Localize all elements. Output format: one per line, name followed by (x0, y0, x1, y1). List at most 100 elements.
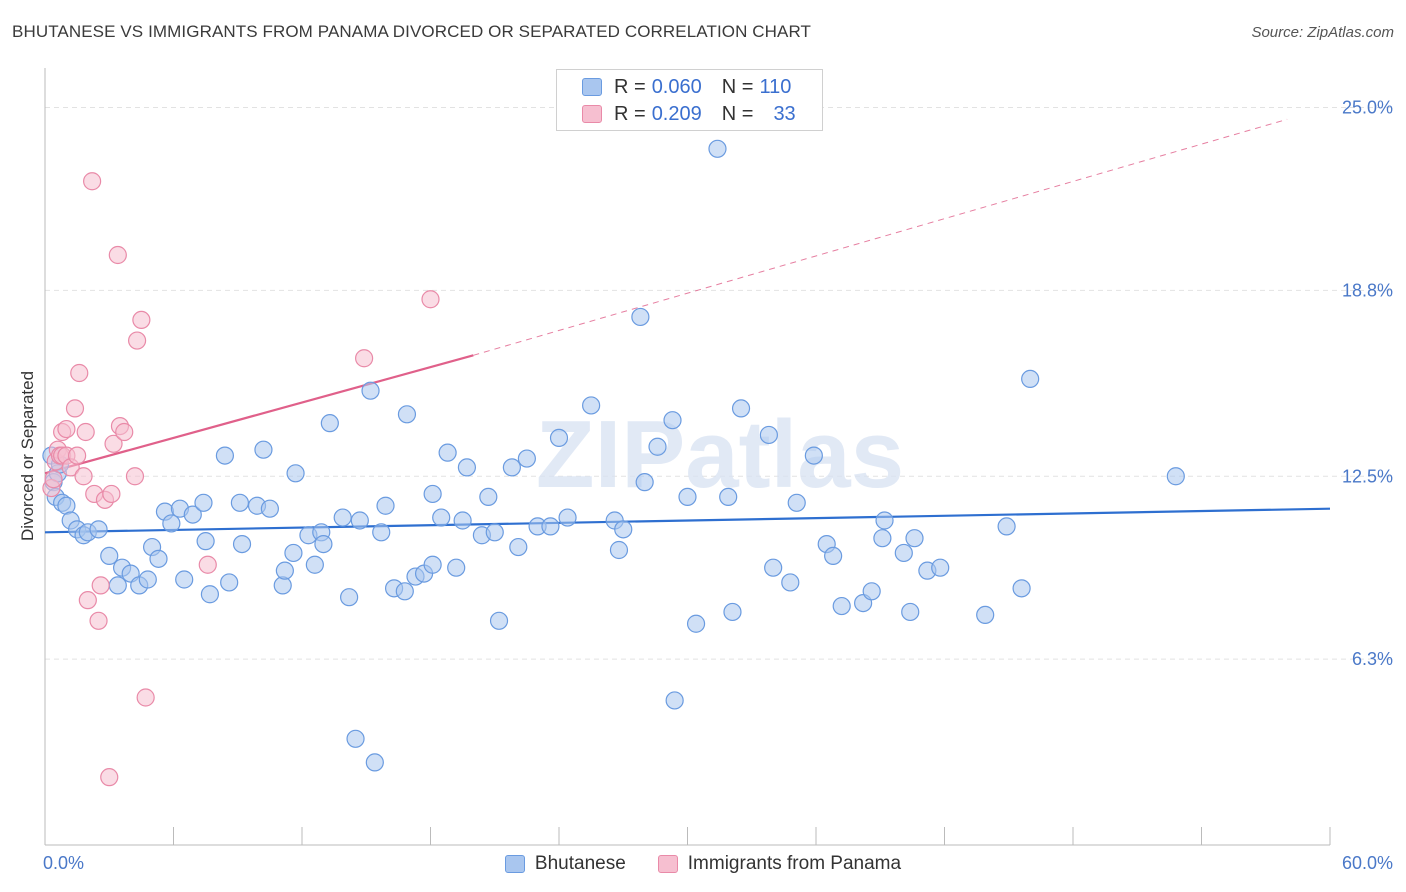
bhutanese-point (340, 588, 359, 607)
bhutanese-point (175, 570, 194, 589)
panama-legend-icon (657, 855, 678, 873)
n-value: 33 (773, 102, 796, 125)
panama-point (136, 688, 155, 707)
bhutanese-point (1012, 579, 1031, 598)
bhutanese-point (686, 614, 706, 633)
bhutanese-point (997, 517, 1016, 536)
bhutanese-point (787, 493, 806, 512)
bhutanese-point (502, 458, 521, 477)
panama-point (104, 434, 123, 453)
bhutanese-point (582, 396, 601, 415)
panama-point (65, 399, 85, 418)
bhutanese-point (631, 307, 650, 327)
legend-label-bhutanese: Bhutanese (534, 853, 626, 874)
bhutanese-point (194, 493, 213, 512)
bhutanese-swatch-icon (582, 78, 602, 96)
x-tick-labels: 0.0% 60.0% (43, 853, 1393, 873)
bhutanese-point (635, 473, 654, 492)
bhutanese-point (731, 399, 751, 418)
panama-point (70, 363, 89, 383)
bhutanese-point (215, 446, 234, 465)
bhutanese-point (905, 529, 924, 548)
bhutanese-point (931, 558, 950, 577)
bhutanese-point (804, 446, 823, 465)
bhutanese-point (333, 508, 352, 527)
bhutanese-point (894, 543, 913, 563)
panama-trend-line (44, 354, 474, 475)
bhutanese-point (479, 487, 498, 506)
y-tick-label: 6.3% (1352, 649, 1393, 669)
bhutanese-point (365, 753, 384, 772)
bhutanese-point (286, 464, 305, 483)
bhutanese-point (320, 414, 339, 433)
bhutanese-point (665, 691, 684, 710)
bhutanese-point (260, 499, 279, 518)
bhutanese-point (346, 729, 365, 748)
panama-point (89, 611, 108, 630)
n-label: N = (721, 102, 754, 125)
bhutanese-point (162, 514, 181, 533)
bhutanese-point (708, 139, 727, 158)
data-points (42, 139, 1185, 787)
bhutanese-point (220, 573, 239, 592)
bhutanese-point (609, 540, 629, 560)
bhutanese-point (764, 558, 783, 577)
r-value: 0.209 (651, 102, 702, 125)
x-tick-label: 60.0% (1342, 853, 1393, 873)
bhutanese-point (395, 582, 414, 601)
panama-swatch-icon (582, 105, 602, 123)
series-legend: Bhutanese Immigrants from Panama (0, 851, 1406, 877)
legend-row-panama: R = 0.209 N = 33 (582, 102, 796, 126)
trend-lines (44, 118, 1331, 534)
bhutanese-point (275, 561, 294, 580)
bhutanese-point (432, 508, 451, 527)
bhutanese-point (453, 511, 472, 530)
bhutanese-point (350, 511, 369, 530)
bhutanese-point (541, 517, 560, 536)
bhutanese-point (89, 520, 108, 539)
panama-point (68, 446, 87, 465)
panama-point (127, 331, 147, 350)
bhutanese-point (423, 555, 442, 574)
bhutanese-point (438, 443, 457, 462)
panama-point (100, 768, 119, 787)
panama-point (83, 172, 102, 191)
bhutanese-point (614, 520, 633, 539)
panama-trend-extension (473, 118, 1288, 356)
bhutanese-point (873, 529, 892, 548)
bhutanese-point (361, 381, 380, 400)
bhutanese-point (314, 534, 333, 554)
panama-point (76, 422, 95, 442)
bhutanese-point (485, 523, 504, 542)
bhutanese-point (558, 508, 577, 527)
bhutanese-point (781, 573, 800, 592)
bhutanese-point (397, 405, 417, 424)
panama-point (102, 484, 121, 504)
panama-point (44, 470, 63, 489)
panama-point (57, 419, 76, 439)
bhutanese-point (376, 496, 395, 515)
legend-label-panama: Immigrants from Panama (687, 853, 902, 874)
bhutanese-trend-line (44, 507, 1331, 534)
bhutanese-point (232, 534, 252, 554)
bhutanese-point (230, 493, 249, 512)
panama-point (421, 290, 440, 309)
n-value: 110 (759, 75, 792, 98)
bhutanese-point (1166, 467, 1185, 486)
panama-point (91, 576, 110, 595)
panama-point (355, 349, 374, 368)
y-tick-labels: 6.3% 12.5% 18.8% 25.0% (1342, 98, 1393, 670)
panama-point (115, 422, 134, 442)
bhutanese-point (875, 511, 894, 530)
bhutanese-legend-icon (504, 855, 525, 873)
bhutanese-point (663, 411, 682, 430)
bhutanese-point (976, 605, 995, 625)
y-tick-label: 18.8% (1342, 280, 1393, 300)
bhutanese-point (489, 611, 509, 630)
bhutanese-point (183, 505, 202, 524)
x-tick-label: 0.0% (43, 853, 84, 873)
bhutanese-point (284, 543, 303, 563)
bhutanese-point (509, 537, 528, 557)
bhutanese-point (832, 596, 851, 616)
